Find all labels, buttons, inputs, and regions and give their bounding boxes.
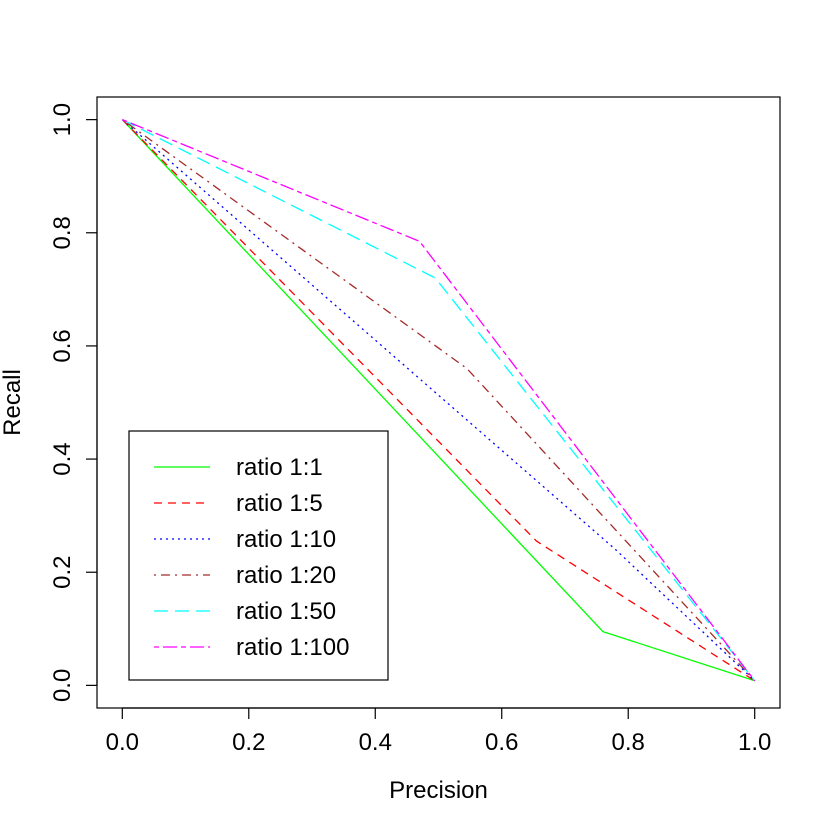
series-line-2	[121, 119, 756, 682]
legend: ratio 1:1 ratio 1:5 ratio 1:10 ratio 1:20 ra…	[128, 430, 389, 681]
y-tick-label: 0.6	[49, 329, 76, 362]
x-tick-label: 0.8	[612, 729, 645, 756]
y-tick-label: 0.4	[49, 442, 76, 475]
series-line-1	[121, 119, 755, 682]
legend-label-2: ratio 1:5	[236, 490, 323, 517]
series-line-6	[122, 118, 756, 682]
y-axis-title: Recall	[0, 369, 26, 436]
y-tick-label: 0.2	[49, 556, 76, 589]
legend-label-6: ratio 1:100	[236, 634, 349, 661]
x-tick-label: 1.0	[738, 729, 771, 756]
x-tick-label: 0.2	[232, 729, 265, 756]
x-tick-label: 0.4	[359, 729, 392, 756]
legend-label-4: ratio 1:20	[236, 562, 336, 589]
y-tick-label: 0.8	[49, 216, 76, 249]
series-line-5	[122, 119, 756, 682]
y-tick-label: 0.0	[49, 669, 76, 702]
legend-label-5: ratio 1:50	[236, 598, 336, 625]
legend-box	[128, 430, 389, 681]
legend-label-3: ratio 1:10	[236, 526, 336, 553]
legend-label-1: ratio 1:1	[236, 454, 323, 481]
x-tick-label: 0.6	[485, 729, 518, 756]
y-tick-label: 1.0	[49, 103, 76, 136]
x-axis-title: Precision	[389, 777, 488, 804]
series-line-3	[121, 119, 756, 682]
x-tick-label: 0.0	[106, 729, 139, 756]
series-line-4	[121, 119, 756, 682]
